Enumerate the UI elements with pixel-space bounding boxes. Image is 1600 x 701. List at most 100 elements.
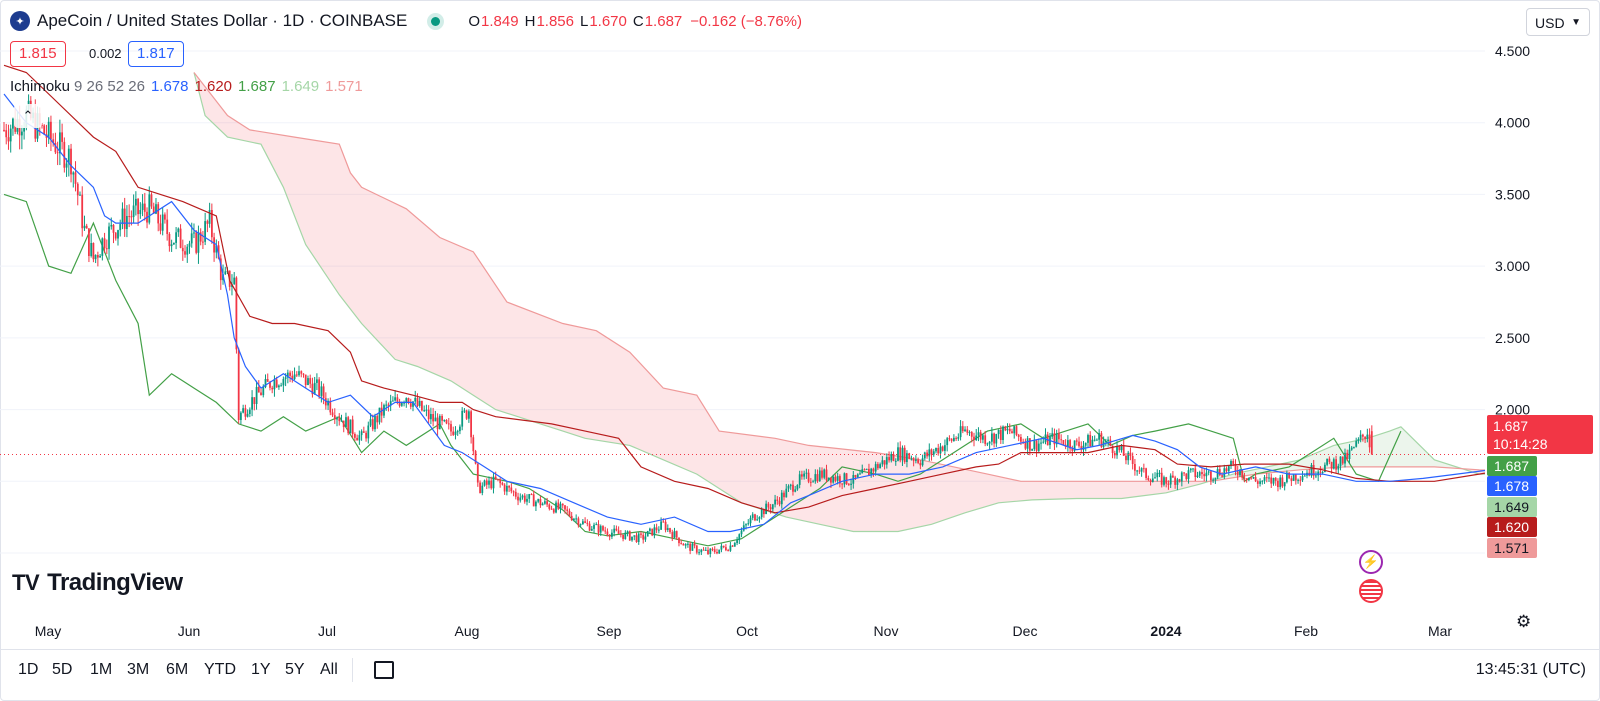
candle (868, 463, 870, 475)
range-button-1m[interactable]: 1M (90, 661, 113, 678)
candle (383, 403, 385, 419)
candle (763, 508, 765, 518)
candle (995, 433, 998, 447)
range-button-6m[interactable]: 6M (166, 661, 189, 678)
candle (1176, 477, 1179, 491)
x-tick-label: Feb (1294, 623, 1318, 639)
candle (1221, 472, 1223, 478)
candle (349, 419, 352, 434)
candle (1214, 477, 1217, 485)
candle (1075, 438, 1078, 446)
candle (1189, 467, 1192, 473)
candle (161, 207, 164, 236)
candle (392, 396, 394, 402)
indicator-legend[interactable]: Ichimoku 9 26 52 26 1.678 1.620 1.687 1.649 1.… (10, 78, 369, 95)
range-button-5d[interactable]: 5D (52, 661, 73, 678)
candle (1192, 468, 1194, 473)
candle (1368, 428, 1371, 453)
range-button-ytd[interactable]: YTD (204, 661, 236, 678)
candle (1107, 436, 1109, 447)
candle (1026, 436, 1029, 455)
candle (369, 413, 372, 428)
flash-event-icon[interactable]: ⚡ (1359, 550, 1383, 574)
candle (1301, 470, 1304, 483)
candle (188, 240, 191, 254)
svg-text:1.620: 1.620 (1494, 519, 1529, 535)
x-tick-label: Sep (597, 623, 622, 639)
candle (780, 490, 783, 509)
sell-button[interactable]: 1.815 (10, 41, 66, 67)
candle (233, 272, 236, 285)
candle (514, 488, 517, 500)
candle (490, 476, 493, 490)
date-range-calendar-icon[interactable] (374, 661, 394, 679)
candle (213, 232, 215, 262)
currency-select[interactable]: USD ▼ (1526, 8, 1590, 36)
indicator-price-badge: 1.649 (1487, 497, 1537, 517)
candle (143, 192, 146, 221)
candle (1270, 473, 1273, 488)
candle (184, 245, 186, 258)
candle (1263, 475, 1266, 484)
tradingview-logo[interactable]: TV TradingView (12, 569, 183, 597)
candle (1167, 480, 1170, 490)
candle (624, 530, 627, 540)
candle (1004, 425, 1007, 432)
candle (771, 503, 774, 512)
candle (137, 197, 139, 226)
candle (21, 125, 23, 150)
candle (977, 427, 980, 442)
candle (1326, 458, 1328, 467)
candle (278, 384, 280, 390)
high-value: 1.856 (536, 12, 574, 30)
candle (1172, 471, 1174, 478)
candle (358, 430, 361, 445)
candle (367, 421, 370, 444)
candle (787, 484, 790, 492)
us-flag-event-icon[interactable] (1359, 579, 1383, 603)
candle (1147, 475, 1150, 482)
y-tick-label: 2.000 (1495, 402, 1530, 418)
candle (70, 143, 72, 183)
candle (485, 478, 488, 489)
candle (1317, 470, 1320, 482)
candle (1341, 456, 1344, 466)
candle (316, 373, 318, 391)
candle (906, 450, 908, 468)
utc-clock[interactable]: 13:45:31 (UTC) (1475, 661, 1586, 678)
candle (1212, 477, 1214, 483)
candle (510, 483, 513, 494)
settings-gear-icon[interactable]: ⚙ (1516, 612, 1532, 631)
candle (1044, 428, 1047, 445)
candle (847, 482, 850, 486)
candle (1156, 469, 1159, 482)
candle (1127, 450, 1130, 465)
range-button-1d[interactable]: 1D (18, 661, 39, 678)
candle (778, 497, 781, 507)
candle (669, 527, 671, 534)
candle (1348, 444, 1351, 464)
collapse-legend-chevron-up-icon[interactable]: ⌃ (14, 104, 42, 128)
buy-button[interactable]: 1.817 (128, 41, 184, 67)
candle (47, 117, 50, 144)
candle (329, 397, 332, 416)
candle (61, 123, 63, 150)
range-button-all[interactable]: All (320, 661, 338, 678)
candle (202, 230, 204, 250)
symbol-title[interactable]: ApeCoin / United States Dollar · 1D · CO… (37, 11, 408, 30)
candle (12, 117, 14, 136)
range-button-5y[interactable]: 5Y (285, 661, 305, 678)
range-button-1y[interactable]: 1Y (251, 661, 271, 678)
candle (1259, 478, 1261, 487)
candle (1205, 467, 1208, 482)
candle (678, 537, 680, 547)
candle (722, 545, 725, 549)
conversion-line (3, 93, 1485, 533)
range-button-3m[interactable]: 3M (127, 661, 150, 678)
candle (1178, 478, 1181, 483)
market-status-dot-icon[interactable] (431, 16, 441, 26)
candle (166, 209, 169, 241)
candle (566, 506, 569, 516)
candle (121, 202, 124, 230)
